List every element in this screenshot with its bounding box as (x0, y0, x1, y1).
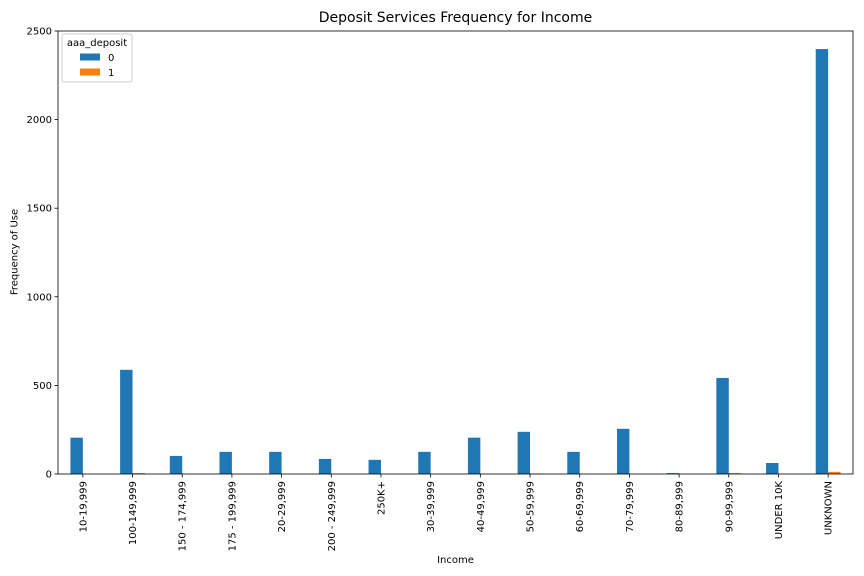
legend-swatch-0 (80, 53, 100, 61)
x-tick-label: UNKNOWN (824, 481, 835, 535)
bar-series-0-UNKNOWN (815, 49, 829, 474)
bar-series-0-50-59,999 (517, 431, 531, 474)
plot-area: 0 500 1000 1500 2000 2500 10-19,999 100-149,999… (27, 27, 854, 551)
x-tick-label: 90-99,999 (724, 481, 735, 532)
bar-series-0-30-39,999 (418, 451, 431, 474)
bar-series-0-40-49,999 (467, 437, 481, 474)
bar-series-0-200 - 249,999 (318, 458, 332, 474)
x-tick-label: 60-69,999 (575, 481, 586, 532)
y-tick-label: 2500 (27, 27, 52, 38)
x-tick-label: 100-149,999 (128, 481, 139, 545)
axes-frame (57, 30, 854, 475)
bar-series-0-80-89,999 (666, 473, 680, 474)
bar-series-0-150 - 174,999 (169, 455, 183, 474)
x-tick-label: 40-49,999 (476, 481, 487, 532)
bar-series-0-10-19,999 (70, 437, 83, 474)
x-tick-label: 150 - 174,999 (178, 481, 189, 551)
bar-series-1-UNKNOWN (828, 471, 841, 474)
x-tick-label: UNDER 10K (774, 481, 785, 540)
y-tick-label: 500 (33, 381, 52, 392)
bar-series-0-250K+ (368, 459, 381, 474)
bar-series-0-175 - 199,999 (219, 451, 232, 474)
bar-series-0-90-99,999 (716, 377, 729, 474)
legend-entry-0: 0 (108, 53, 114, 64)
x-axis-label: Income (437, 555, 474, 566)
y-tick-label: 2000 (27, 115, 52, 126)
x-tick-label: 10-19,999 (78, 481, 89, 532)
legend-swatch-1 (80, 68, 100, 76)
x-tick-label: 250K+ (376, 481, 387, 515)
legend: aaa_deposit 0 1 (61, 33, 133, 83)
chart-title: Deposit Services Frequency for Income (319, 10, 592, 26)
bar-series-0-100-149,999 (120, 369, 133, 474)
bar-series-0-60-69,999 (567, 451, 580, 474)
legend-entry-1: 1 (108, 68, 114, 79)
legend-title: aaa_deposit (67, 38, 127, 49)
y-tick-label: 1000 (27, 292, 52, 303)
y-axis-label: Frequency of Use (10, 209, 21, 295)
bar-series-1-100-149,999 (132, 473, 145, 474)
x-tick-label: 50-59,999 (526, 481, 537, 532)
bar-series-0-70-79,999 (616, 428, 630, 474)
x-tick-label: 175 - 199,999 (227, 481, 238, 551)
x-tick-label: 20-29,999 (277, 481, 288, 532)
x-tick-label: 70-79,999 (625, 481, 636, 532)
bar-series-1-90-99,999 (728, 473, 742, 474)
x-tick-label: 200 - 249,999 (327, 481, 338, 551)
bar-series-0-20-29,999 (269, 451, 282, 474)
x-tick-label: 80-89,999 (675, 481, 686, 532)
y-tick-label: 0 (46, 470, 52, 481)
x-tick-label: 30-39,999 (426, 481, 437, 532)
y-tick-label: 1500 (27, 204, 52, 215)
bar-series-0-UNDER 10K (766, 463, 779, 474)
